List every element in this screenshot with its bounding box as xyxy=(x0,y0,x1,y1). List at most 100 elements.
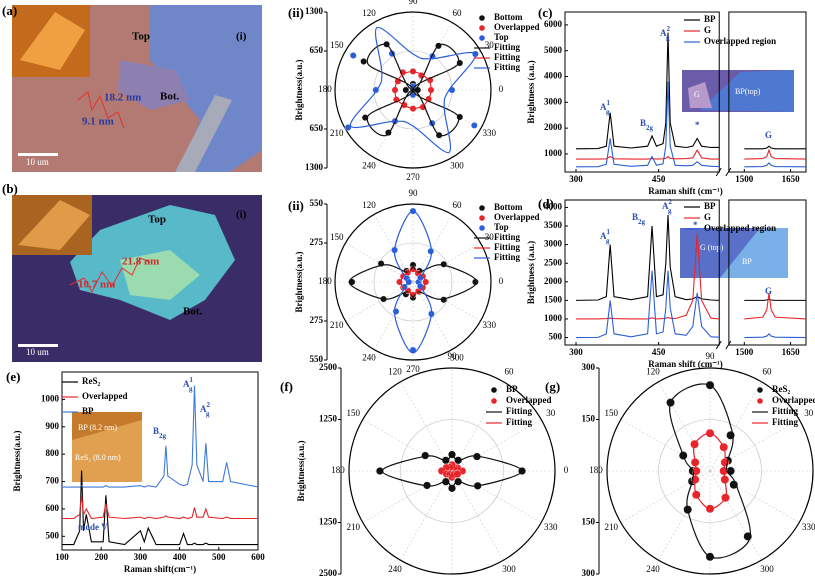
legend-label: Fitting xyxy=(494,242,520,252)
outer-circle xyxy=(334,203,492,361)
radial-tick-label: 150 xyxy=(582,414,596,424)
legend-label: ReS₂ xyxy=(772,384,790,394)
angle-label: 90 xyxy=(706,351,716,361)
scale-bar-label: 10 um xyxy=(26,157,49,167)
y-tick-label: 5000 xyxy=(544,45,563,55)
peak-label-main: A xyxy=(600,231,607,241)
angle-label: 180 xyxy=(331,465,345,475)
angle-label: 60 xyxy=(453,200,463,210)
panel-label: (e) xyxy=(6,369,20,384)
micrograph-b xyxy=(12,195,262,362)
spoke xyxy=(709,470,762,561)
peak-label: A1 g xyxy=(183,376,194,393)
radial-tick-label: 300 xyxy=(582,362,596,372)
spectrum-line xyxy=(62,470,258,546)
peak-label: B2g xyxy=(632,212,646,226)
spectrum-line xyxy=(744,333,807,339)
peak-label-main: A xyxy=(200,404,207,414)
spoke xyxy=(412,22,453,91)
angle-label: 210 xyxy=(330,320,344,330)
radial-tick-label: 150 xyxy=(582,517,596,527)
legend-marker xyxy=(757,398,763,404)
spectrum-line xyxy=(576,32,720,150)
spoke xyxy=(412,50,481,91)
plot-frame xyxy=(728,199,807,346)
angle-label: 300 xyxy=(760,564,774,574)
data-point xyxy=(402,86,410,94)
legend-marker xyxy=(479,215,485,221)
spectrum-line xyxy=(576,81,720,168)
spectrum-line xyxy=(744,148,807,160)
angle-label: 330 xyxy=(482,128,496,138)
peak-label: G xyxy=(765,286,772,296)
legend-label: G xyxy=(704,25,711,35)
inset-label: BP (8.2 nm) xyxy=(78,423,117,432)
region-label: Top xyxy=(148,214,166,226)
y-tick-label: 2000 xyxy=(544,122,563,132)
scale-bar-label: 10 um xyxy=(26,347,49,357)
peak-label-sub: g xyxy=(189,385,193,393)
peak-label-main: * xyxy=(695,120,700,130)
spoke xyxy=(412,89,481,130)
legend-label: Fitting xyxy=(494,42,520,52)
x-axis-label: Raman shift (cm⁻¹) xyxy=(648,359,722,369)
fit-curve xyxy=(350,27,476,153)
angle-label: 120 xyxy=(646,366,660,376)
angle-label: 210 xyxy=(330,128,344,138)
peak-label: A1 g xyxy=(600,99,611,116)
legend-label: Fitting xyxy=(772,417,798,427)
angle-label: 90 xyxy=(448,351,458,361)
peak-label: * xyxy=(693,220,698,230)
angle-label: 150 xyxy=(605,408,619,418)
x-tick-label: 1650 xyxy=(782,347,801,357)
peak-label-main: B xyxy=(640,118,646,128)
legend-label: Fitting xyxy=(494,52,520,62)
radial-tick-label: 300 xyxy=(582,568,596,578)
inset-label: G (top) xyxy=(700,243,724,252)
legend-marker xyxy=(479,225,485,231)
peak-label-main: G xyxy=(765,130,772,140)
panel-label: (c) xyxy=(538,5,552,20)
angle-label: 240 xyxy=(362,160,376,170)
spoke xyxy=(345,89,414,130)
data-point xyxy=(448,86,456,94)
peak-label-sup: 1 xyxy=(607,228,611,236)
legend-label: Fitting xyxy=(772,406,798,416)
panel-label: (b) xyxy=(2,181,18,196)
y-axis-label: Brightness(a.u.) xyxy=(294,251,304,312)
x-axis-label: Raman shift (cm⁻¹) xyxy=(648,186,722,196)
fit-curve xyxy=(393,210,433,354)
y-tick-label: 500 xyxy=(549,332,563,342)
y-tick-label: 1000 xyxy=(544,148,563,158)
y-axis-label: Brightness(a.u.) xyxy=(12,430,22,491)
radial-tick-label: 650 xyxy=(310,123,324,133)
y-tick-label: 600 xyxy=(46,503,60,513)
legend-label: Fitting xyxy=(494,62,520,72)
angle-label: 270 xyxy=(406,364,420,374)
peak-label: B2g xyxy=(153,426,167,440)
angle-label: 150 xyxy=(330,40,344,50)
angle-label: 210 xyxy=(347,522,361,532)
angle-label: 30 xyxy=(546,408,556,418)
grid-circle xyxy=(400,419,504,523)
x-tick-label: 200 xyxy=(94,552,108,562)
angle-label: 330 xyxy=(544,522,558,532)
peak-label: A2 g xyxy=(660,25,671,42)
peak-label-sup: 2 xyxy=(669,198,673,206)
data-point xyxy=(422,278,430,286)
angle-label: 30 xyxy=(485,40,495,50)
y-tick-label: 4000 xyxy=(544,201,563,211)
peak-label-sup: 2 xyxy=(207,401,211,409)
angle-label: 240 xyxy=(388,564,402,574)
x-tick-label: 450 xyxy=(652,347,666,357)
angle-label: 300 xyxy=(450,352,464,362)
axis-break xyxy=(715,340,732,350)
legend-marker xyxy=(479,25,485,31)
legend-label: Overlapped xyxy=(494,22,540,32)
spoke xyxy=(451,470,542,523)
y-tick-label: 2500 xyxy=(544,257,563,267)
inset-label: BP xyxy=(742,257,752,266)
peak-label-main: B xyxy=(153,426,159,436)
